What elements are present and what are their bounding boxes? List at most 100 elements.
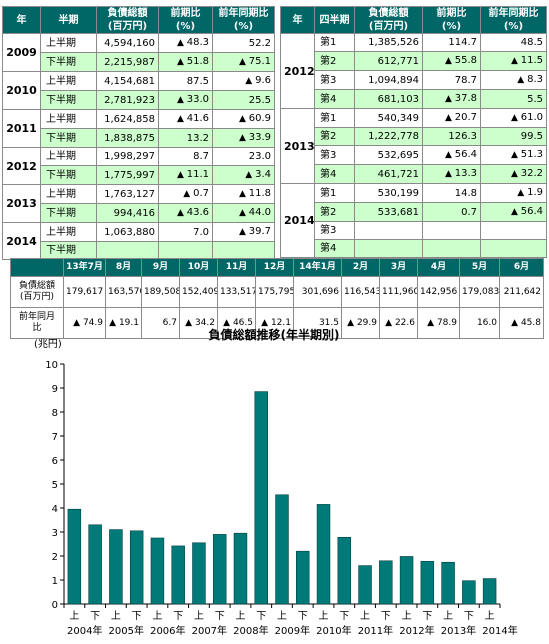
header-year: 年 bbox=[280, 6, 315, 34]
amount-cell: 1,838,875 bbox=[96, 128, 159, 148]
amount-cell: 163,570 bbox=[105, 276, 142, 308]
month-header: 2月 bbox=[341, 258, 380, 277]
x-year-label: 2009年 bbox=[275, 624, 310, 637]
amount-cell: 179,083 bbox=[459, 276, 500, 308]
amount-cell: 116,543 bbox=[341, 276, 380, 308]
negative-triangle-icon: ▲ bbox=[444, 113, 455, 123]
amount-cell: 540,349 bbox=[354, 108, 423, 128]
period-cell: 下半期 bbox=[40, 52, 97, 72]
negative-triangle-icon: ▲ bbox=[245, 76, 256, 86]
x-year-label: 2013年 bbox=[441, 624, 476, 637]
period-cell: 下半期 bbox=[40, 241, 97, 260]
negative-triangle-icon: ▲ bbox=[176, 38, 187, 48]
bar bbox=[192, 542, 206, 605]
amount-cell bbox=[354, 221, 423, 240]
table-row: 2010 上半期 4,154,681 87.5 ▲ 9.6 bbox=[2, 71, 275, 110]
negative-triangle-icon: ▲ bbox=[510, 150, 521, 160]
amount-cell: 211,642 bbox=[499, 276, 544, 308]
table-row: 2013 第1 540,349 ▲ 20.7 ▲ 61.0 bbox=[280, 108, 547, 184]
half-table-header: 年 半期 負債総額 (百万円) 前期比 (%) 前年同期比 (%) bbox=[2, 6, 275, 34]
y-tick-label: 7 bbox=[52, 432, 58, 443]
qoq-cell: ▲ 13.3 bbox=[422, 164, 481, 184]
period-cell: 第4 bbox=[314, 164, 355, 184]
amount-cell: 175,795 bbox=[255, 276, 294, 308]
bar bbox=[379, 560, 393, 605]
period-cell: 上半期 bbox=[40, 147, 97, 166]
y-tick-label: 5 bbox=[52, 480, 58, 491]
amount-cell: 1,998,297 bbox=[96, 147, 159, 166]
header-amount: 負債総額 (百万円) bbox=[96, 6, 159, 34]
negative-triangle-icon: ▲ bbox=[517, 188, 528, 198]
qoq-cell: 14.8 bbox=[422, 183, 481, 203]
table-row: 第3 532,695 ▲ 56.4 ▲ 51.3 bbox=[281, 145, 547, 165]
year-cell: 2012 bbox=[280, 33, 315, 109]
yoy-cell: ▲ 11.5 bbox=[480, 51, 547, 71]
table-row: 下半期 1,838,875 13.2 ▲ 33.9 bbox=[3, 128, 275, 148]
negative-triangle-icon: ▲ bbox=[238, 133, 249, 143]
amount-cell: 4,594,160 bbox=[96, 33, 159, 53]
negative-triangle-icon: ▲ bbox=[347, 317, 357, 328]
amount-cell bbox=[96, 241, 159, 260]
bar bbox=[233, 532, 248, 605]
qoq-cell: ▲ 51.8 bbox=[158, 52, 213, 72]
header-qoq: 前期比 (%) bbox=[158, 6, 213, 34]
yoy-cell: 5.5 bbox=[480, 89, 547, 109]
corner-cell bbox=[10, 258, 64, 277]
x-tick-label: 下 bbox=[381, 611, 391, 622]
negative-triangle-icon: ▲ bbox=[427, 317, 437, 328]
amount-cell: 612,771 bbox=[354, 51, 423, 71]
table-row: 第2 533,681 0.7 ▲ 56.4 bbox=[281, 202, 547, 222]
year-cell: 2010 bbox=[2, 71, 41, 110]
period-cell: 上半期 bbox=[40, 222, 97, 242]
bar bbox=[212, 534, 227, 605]
amount-cell: 1,624,858 bbox=[96, 109, 159, 129]
x-year-label: 2012年 bbox=[399, 624, 434, 637]
negative-triangle-icon: ▲ bbox=[510, 56, 521, 66]
table-row: 2012 第1 1,385,526 114.7 48.5 bbox=[280, 33, 547, 109]
header-yoy: 前年同期比 (%) bbox=[212, 6, 275, 34]
y-axis-label: (兆円) bbox=[34, 338, 62, 350]
bar bbox=[482, 578, 497, 605]
table-row: 下半期 2,215,987 ▲ 51.8 ▲ 75.1 bbox=[3, 52, 275, 72]
y-tick-label: 4 bbox=[52, 504, 58, 515]
x-tick-label: 上 bbox=[235, 610, 245, 622]
chart-title: 負債総額推移(年半期別) bbox=[209, 327, 340, 342]
amount-cell: 111,960 bbox=[379, 276, 418, 308]
month-header: 12月 bbox=[255, 258, 294, 277]
yoy-cell: ▲ 29.9 bbox=[341, 307, 380, 339]
period-cell: 第2 bbox=[314, 127, 355, 146]
amount-cell: 142,956 bbox=[417, 276, 460, 308]
y-tick-label: 8 bbox=[52, 408, 58, 419]
yoy-cell: ▲ 45.8 bbox=[499, 307, 544, 339]
qoq-cell: 87.5 bbox=[158, 71, 213, 91]
yoy-cell: ▲ 19.1 bbox=[105, 307, 142, 339]
quarter-table-header: 年 四半期 負債総額 (百万円) 前期比 (%) 前年同期比 (%) bbox=[280, 6, 547, 34]
yoy-cell: ▲ 32.2 bbox=[480, 164, 547, 184]
month-header: 11月 bbox=[217, 258, 256, 277]
amount-cell: 1,385,526 bbox=[354, 33, 423, 52]
monthly-yoy-row: 前年同月比 ▲ 74.9 ▲ 19.1 6.7 ▲ 34.2 ▲ 46.5 ▲ 12.1 31… bbox=[10, 307, 544, 339]
period-cell: 下半期 bbox=[40, 90, 97, 110]
qoq-cell: 7.0 bbox=[158, 222, 213, 242]
header-half: 半期 bbox=[40, 6, 97, 34]
table-row: 2009 上半期 4,594,160 ▲ 48.3 52.2 bbox=[2, 33, 275, 72]
header-qoq: 前期比 (%) bbox=[422, 6, 481, 34]
qoq-cell: ▲ 20.7 bbox=[422, 108, 481, 128]
x-tick-label: 上 bbox=[152, 610, 162, 622]
month-header: 3月 bbox=[379, 258, 418, 277]
header-quarter: 四半期 bbox=[314, 6, 355, 34]
month-header: 9月 bbox=[141, 258, 180, 277]
bar bbox=[150, 537, 165, 605]
negative-triangle-icon: ▲ bbox=[183, 189, 194, 199]
negative-triangle-icon: ▲ bbox=[385, 317, 395, 328]
x-tick-label: 下 bbox=[173, 611, 183, 622]
negative-triangle-icon: ▲ bbox=[444, 169, 455, 179]
bar bbox=[129, 530, 144, 605]
x-tick-label: 上 bbox=[485, 610, 495, 622]
negative-triangle-icon: ▲ bbox=[510, 113, 521, 123]
table-row: 下半期 bbox=[3, 241, 275, 260]
y-tick-label: 3 bbox=[52, 528, 58, 539]
period-cell: 第4 bbox=[314, 239, 355, 258]
yoy-cell: 25.5 bbox=[212, 90, 275, 110]
x-tick-label: 下 bbox=[90, 611, 100, 622]
